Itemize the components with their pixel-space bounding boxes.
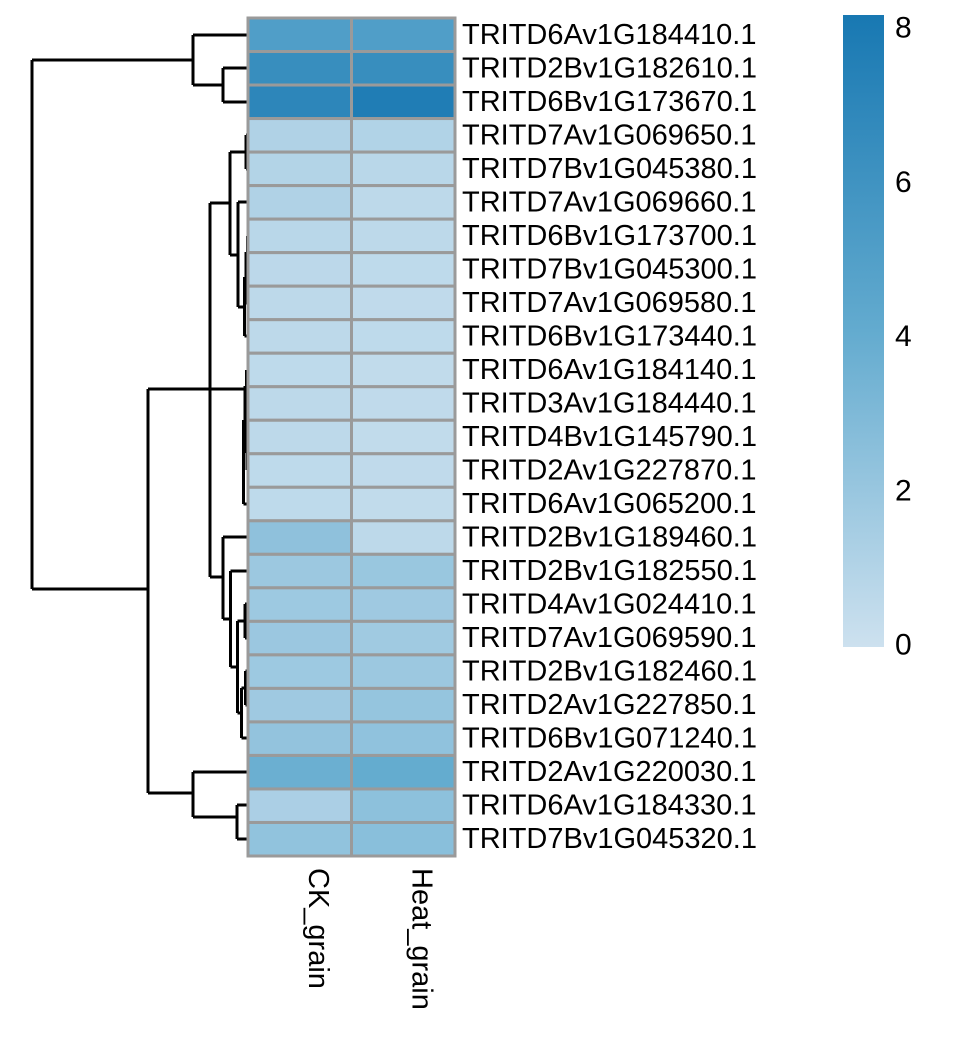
row-label: TRITD2Bv1G182610.1 [462, 52, 757, 84]
heatmap-cell [246, 318, 353, 355]
row-dendrogram [30, 33, 249, 841]
row-label: TRITD7Av1G069650.1 [462, 119, 756, 151]
row-label: TRITD6Av1G184330.1 [462, 790, 756, 822]
row-label: TRITD6Av1G184140.1 [462, 354, 756, 386]
heatmap-cell [246, 150, 353, 188]
heatmap-cell [350, 519, 457, 556]
row-label: TRITD7Av1G069580.1 [462, 287, 756, 319]
heatmap-cell [350, 251, 457, 288]
column-labels: CK_grain Heat_grain [302, 868, 438, 1010]
heatmap-cell [350, 586, 457, 623]
heatmap-cell [246, 586, 353, 623]
column-label: Heat_grain [405, 868, 437, 1010]
heatmap-cell [246, 418, 353, 456]
row-label: TRITD7Av1G069660.1 [462, 186, 756, 218]
row-label: TRITD2Bv1G182550.1 [462, 555, 757, 587]
heatmap-cell [246, 686, 353, 724]
heatmap-cell [246, 251, 353, 288]
heatmap-cell [246, 787, 353, 824]
heatmap-cell [246, 820, 353, 858]
heatmap-cell [350, 552, 457, 590]
heatmap-cell [246, 720, 353, 757]
heatmap-cell [350, 50, 457, 87]
heatmap-cell [246, 184, 353, 221]
heatmap-cell [350, 83, 457, 121]
row-label: TRITD4Bv1G145790.1 [462, 421, 757, 453]
row-label: TRITD7Bv1G045380.1 [462, 153, 757, 185]
heatmap-cell [350, 418, 457, 456]
heatmap-cell [350, 184, 457, 221]
row-label: TRITD2Av1G227850.1 [462, 689, 756, 721]
colorbar-tick-label: 2 [895, 474, 912, 507]
row-label: TRITD7Bv1G045300.1 [462, 253, 757, 285]
heatmap-cell [350, 820, 457, 858]
row-label: TRITD7Bv1G045320.1 [462, 823, 757, 855]
colorbar-gradient [843, 15, 884, 647]
heatmap-cell [246, 83, 353, 121]
heatmap-cells [246, 16, 457, 858]
row-label: TRITD4Av1G024410.1 [462, 589, 756, 621]
row-labels: TRITD6Av1G184410.1TRITD2Bv1G182610.1TRIT… [462, 19, 757, 855]
row-label: TRITD6Bv1G173670.1 [462, 86, 757, 118]
heatmap-cell [246, 653, 353, 690]
heatmap-cell [350, 351, 457, 389]
colorbar-tick-label: 4 [895, 320, 912, 353]
heatmap-cell [350, 284, 457, 322]
heatmap-cell [350, 452, 457, 489]
heatmap-cell [246, 452, 353, 489]
column-label: CK_grain [302, 868, 334, 989]
heatmap-cell [350, 686, 457, 724]
row-label: TRITD6Bv1G071240.1 [462, 723, 757, 755]
heatmap-cell [246, 351, 353, 389]
row-label: TRITD2Av1G220030.1 [462, 756, 756, 788]
heatmap-cell [350, 720, 457, 757]
row-label: TRITD2Bv1G182460.1 [462, 656, 757, 688]
heatmap-cell [246, 619, 353, 657]
colorbar-tick-label: 0 [895, 629, 912, 662]
heatmap-cell [350, 217, 457, 255]
heatmap-cell [350, 385, 457, 422]
heatmap-cell [246, 50, 353, 87]
heatmap-cell [350, 653, 457, 690]
heatmap-cell [350, 619, 457, 657]
heatmap-cell [246, 519, 353, 556]
heatmap-cell [246, 284, 353, 322]
heatmap-cell [350, 787, 457, 824]
heatmap-cell [350, 16, 457, 54]
heatmap-cell [246, 16, 353, 54]
row-label: TRITD2Av1G227870.1 [462, 455, 756, 487]
row-label: TRITD6Bv1G173440.1 [462, 320, 757, 352]
heatmap-cell [246, 217, 353, 255]
colorbar-tick-label: 6 [895, 166, 912, 199]
heatmap-cell [246, 753, 353, 791]
row-label: TRITD3Av1G184440.1 [462, 387, 756, 419]
row-label: TRITD6Bv1G173700.1 [462, 220, 757, 252]
heatmap-cell [350, 117, 457, 154]
heatmap-cell [246, 117, 353, 154]
colorbar: 8 6 4 2 0 [843, 12, 912, 662]
heatmap-cell [246, 485, 353, 523]
heatmap-cell [350, 485, 457, 523]
row-label: TRITD6Av1G065200.1 [462, 488, 756, 520]
row-label: TRITD6Av1G184410.1 [462, 19, 756, 51]
row-label: TRITD2Bv1G189460.1 [462, 522, 757, 554]
colorbar-tick-label: 8 [895, 12, 912, 45]
heatmap-cell [246, 552, 353, 590]
heatmap-cell [246, 385, 353, 422]
heatmap-cell [350, 318, 457, 355]
row-label: TRITD7Av1G069590.1 [462, 622, 756, 654]
heatmap-cell [350, 753, 457, 791]
heatmap-cell [350, 150, 457, 188]
